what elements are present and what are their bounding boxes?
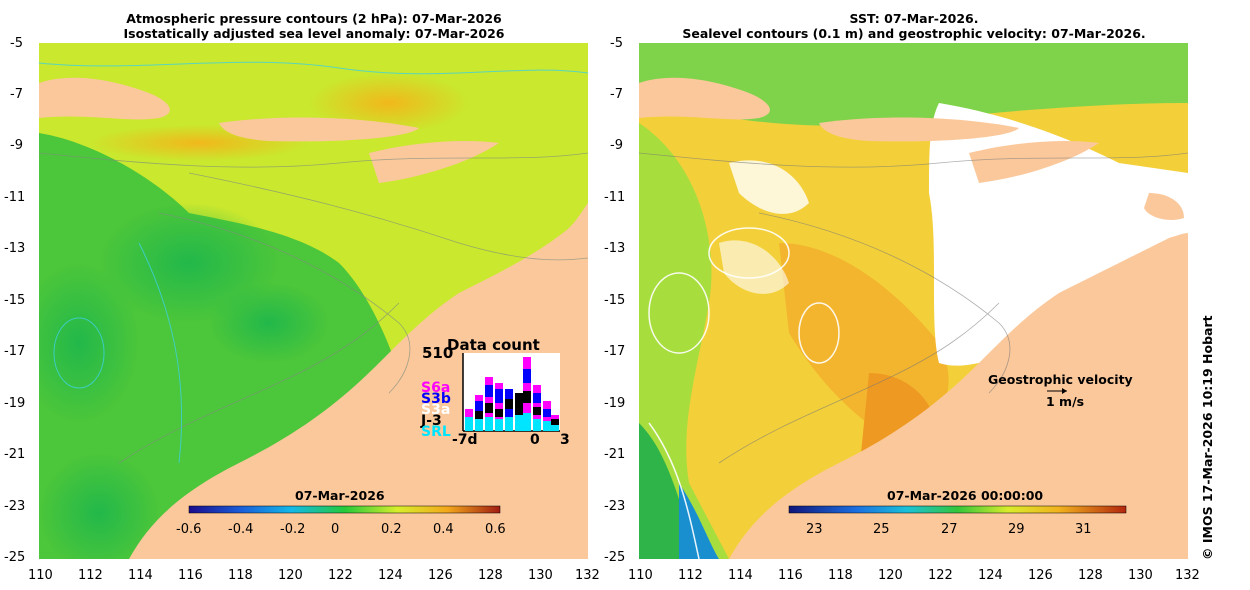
right-y-tick: -15 [604, 293, 626, 308]
left-title-line1: Atmospheric pressure contours (2 hPa): 0… [126, 11, 502, 26]
sst-colorbar-title: 07-Mar-2026 00:00:00 [887, 488, 1044, 503]
right-x-tick: 126 [1028, 568, 1053, 583]
data-count-title: Data count [447, 336, 540, 354]
right-x-tick: 122 [928, 568, 953, 583]
right-title-line1: SST: 07-Mar-2026. [849, 11, 979, 26]
right-x-tick: 114 [728, 568, 753, 583]
right-title-line2: Sealevel contours (0.1 m) and geostrophi… [682, 26, 1146, 41]
left-y-tick: -17 [4, 344, 26, 359]
left-x-tick: 118 [228, 568, 253, 583]
left-x-tick: 124 [378, 568, 403, 583]
sst-colorbar [788, 505, 1127, 514]
right-x-tick: 110 [628, 568, 653, 583]
left-x-tick: 126 [428, 568, 453, 583]
left-x-tick: 130 [528, 568, 553, 583]
sst-cb-tick-4: 31 [1075, 522, 1092, 537]
left-y-tick: -19 [4, 396, 26, 411]
right-x-tick: 128 [1078, 568, 1103, 583]
right-y-tick: -13 [604, 241, 626, 256]
data-count-x-end: 3 [560, 432, 570, 448]
left-y-tick: -5 [10, 36, 23, 51]
sla-cb-tick-2: -0.2 [280, 522, 306, 537]
right-x-tick: 130 [1128, 568, 1153, 583]
left-y-tick: -13 [4, 241, 26, 256]
right-x-tick: 118 [828, 568, 853, 583]
sat-label-s3a: S3a [421, 402, 451, 418]
right-y-tick: -21 [604, 447, 626, 462]
right-x-tick: 112 [678, 568, 703, 583]
left-x-tick: 122 [328, 568, 353, 583]
right-y-tick: -7 [610, 87, 623, 102]
sla-colorbar-title: 07-Mar-2026 [295, 488, 385, 503]
right-x-tick: 116 [778, 568, 803, 583]
left-y-tick: -15 [4, 293, 26, 308]
sla-cb-tick-4: 0.2 [381, 522, 402, 537]
left-x-tick: 120 [278, 568, 303, 583]
right-y-tick: -9 [610, 138, 623, 153]
right-y-tick: -11 [604, 190, 626, 205]
sla-cb-tick-0: -0.6 [176, 522, 202, 537]
sat-label-s3b: S3b [421, 391, 451, 407]
left-x-tick: 132 [575, 568, 600, 583]
right-y-tick: -17 [604, 344, 626, 359]
copyright-label: © IMOS 17-Mar-2026 10:19 Hobart [1200, 315, 1215, 560]
left-y-tick: -11 [4, 190, 26, 205]
sat-label-srl: SRL [421, 424, 451, 440]
left-y-tick: -23 [4, 499, 26, 514]
left-y-tick: -21 [4, 447, 26, 462]
sla-colorbar [188, 505, 501, 514]
sla-cb-tick-3: 0 [331, 522, 340, 537]
sat-label-j3: J-3 [421, 413, 442, 429]
data-count-x-start: -7d [452, 432, 478, 448]
left-y-tick: -9 [10, 138, 23, 153]
right-y-tick: -25 [604, 550, 626, 565]
sst-map [639, 43, 1188, 559]
left-x-tick: 114 [128, 568, 153, 583]
sst-cb-tick-0: 23 [806, 522, 823, 537]
sla-cb-tick-5: 0.4 [433, 522, 454, 537]
velocity-legend-scale: 1 m/s [1046, 394, 1085, 409]
right-y-tick: -19 [604, 396, 626, 411]
sst-cb-tick-1: 25 [873, 522, 890, 537]
sla-cb-tick-6: 0.6 [485, 522, 506, 537]
sla-map [39, 43, 588, 559]
left-x-tick: 128 [478, 568, 503, 583]
right-y-tick: -5 [610, 36, 623, 51]
sst-cb-tick-2: 27 [941, 522, 958, 537]
sat-label-s6a: S6a [421, 380, 451, 396]
velocity-legend-title: Geostrophic velocity [988, 372, 1133, 387]
left-title-line2: Isostatically adjusted sea level anomaly… [123, 26, 505, 41]
left-x-tick: 110 [28, 568, 53, 583]
left-x-tick: 112 [78, 568, 103, 583]
right-x-tick: 132 [1175, 568, 1200, 583]
data-count-inset [462, 353, 560, 432]
left-y-tick: -7 [10, 87, 23, 102]
data-count-max: 510 [422, 344, 454, 362]
sla-cb-tick-1: -0.4 [228, 522, 254, 537]
left-y-tick: -25 [4, 550, 26, 565]
data-count-x-zero: 0 [530, 432, 540, 448]
sst-cb-tick-3: 29 [1008, 522, 1025, 537]
right-y-tick: -23 [604, 499, 626, 514]
right-x-tick: 124 [978, 568, 1003, 583]
right-x-tick: 120 [878, 568, 903, 583]
left-x-tick: 116 [178, 568, 203, 583]
data-count-bars [465, 357, 559, 431]
